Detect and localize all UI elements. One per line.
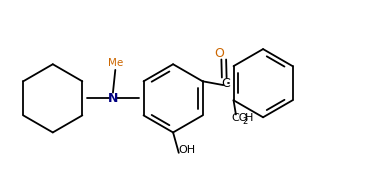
Text: 2: 2	[243, 117, 248, 126]
Text: CO: CO	[231, 113, 248, 123]
Text: O: O	[214, 47, 224, 60]
Text: OH: OH	[179, 145, 196, 155]
Text: H: H	[245, 113, 254, 123]
Text: Me: Me	[108, 58, 123, 67]
Text: N: N	[108, 92, 118, 105]
Text: C: C	[221, 77, 229, 90]
